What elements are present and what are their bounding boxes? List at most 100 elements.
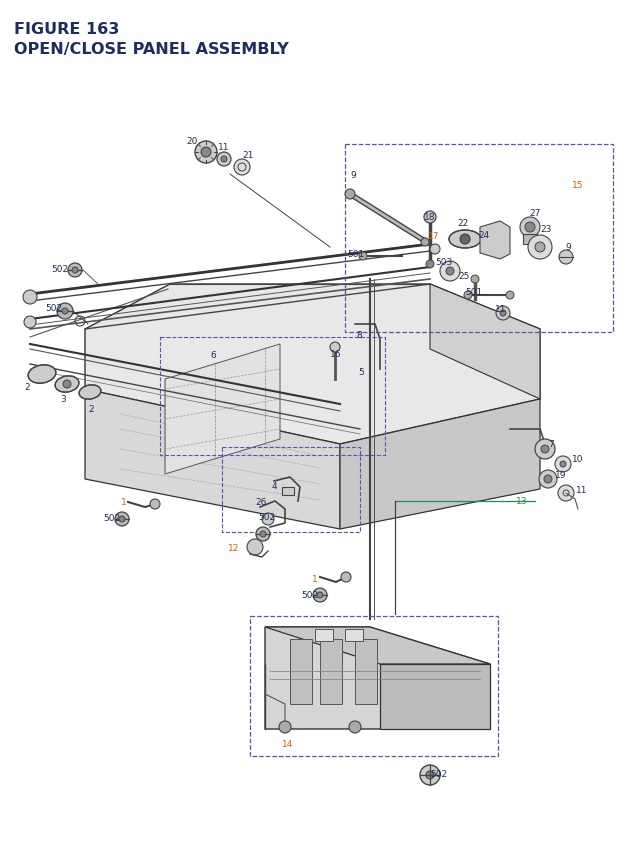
Circle shape: [119, 517, 125, 523]
Text: 502: 502: [301, 591, 318, 600]
Circle shape: [555, 456, 571, 473]
Circle shape: [150, 499, 160, 510]
Ellipse shape: [449, 231, 481, 249]
Ellipse shape: [55, 376, 79, 393]
Text: 22: 22: [457, 220, 468, 228]
Circle shape: [520, 218, 540, 238]
Ellipse shape: [79, 386, 101, 400]
Ellipse shape: [28, 365, 56, 384]
Text: 11: 11: [218, 143, 230, 152]
Circle shape: [460, 235, 470, 245]
Text: 502: 502: [430, 770, 447, 778]
Circle shape: [440, 262, 460, 282]
Circle shape: [421, 238, 429, 247]
Text: 10: 10: [572, 455, 584, 464]
Circle shape: [247, 539, 263, 555]
Circle shape: [201, 148, 211, 158]
Circle shape: [115, 512, 129, 526]
Text: 26: 26: [255, 498, 266, 507]
Circle shape: [341, 573, 351, 582]
Circle shape: [359, 253, 367, 261]
Circle shape: [345, 189, 355, 200]
Text: 27: 27: [529, 209, 540, 218]
Circle shape: [446, 268, 454, 276]
Text: 17: 17: [428, 232, 440, 241]
Circle shape: [535, 243, 545, 253]
Text: 12: 12: [228, 544, 239, 553]
Circle shape: [544, 475, 552, 483]
Text: 20: 20: [187, 138, 198, 146]
Circle shape: [57, 304, 73, 319]
Circle shape: [558, 486, 574, 501]
Circle shape: [528, 236, 552, 260]
Circle shape: [62, 308, 68, 314]
Circle shape: [24, 317, 36, 329]
Text: 502: 502: [51, 265, 68, 274]
Circle shape: [539, 470, 557, 488]
Circle shape: [525, 223, 535, 232]
Circle shape: [426, 261, 434, 269]
Circle shape: [471, 276, 479, 283]
Circle shape: [496, 307, 510, 320]
Bar: [320, 639, 342, 704]
Polygon shape: [480, 222, 510, 260]
Polygon shape: [430, 285, 540, 400]
Polygon shape: [265, 628, 490, 729]
Circle shape: [279, 722, 291, 734]
Text: 4: 4: [272, 482, 278, 491]
Text: 8: 8: [356, 331, 362, 340]
Text: 25: 25: [458, 272, 469, 282]
Text: 11: 11: [495, 305, 506, 314]
Circle shape: [424, 212, 436, 224]
Circle shape: [313, 588, 327, 603]
Text: OPEN/CLOSE PANEL ASSEMBLY: OPEN/CLOSE PANEL ASSEMBLY: [14, 42, 289, 57]
Bar: [222, 448, 360, 532]
Text: 15: 15: [572, 182, 584, 190]
Circle shape: [317, 592, 323, 598]
Circle shape: [262, 513, 274, 525]
Text: 19: 19: [555, 471, 566, 480]
Circle shape: [23, 291, 37, 305]
Circle shape: [500, 311, 506, 317]
Text: 23: 23: [540, 226, 552, 234]
Text: 7: 7: [548, 440, 554, 449]
Text: 24: 24: [478, 232, 489, 240]
Circle shape: [349, 722, 361, 734]
Bar: [355, 639, 377, 704]
Polygon shape: [85, 285, 540, 444]
Text: 9: 9: [565, 243, 571, 252]
Circle shape: [506, 292, 514, 300]
Text: 2: 2: [24, 383, 30, 392]
Text: 2: 2: [88, 405, 93, 414]
Text: 501: 501: [348, 251, 365, 259]
Circle shape: [260, 531, 266, 537]
Text: 18: 18: [424, 214, 435, 222]
Text: 5: 5: [358, 368, 364, 377]
Text: 1: 1: [312, 575, 318, 584]
Text: 14: 14: [282, 740, 293, 748]
Polygon shape: [380, 664, 490, 729]
Circle shape: [63, 381, 71, 388]
Text: 503: 503: [435, 258, 452, 267]
Text: 501: 501: [465, 288, 483, 297]
Text: 13: 13: [516, 497, 527, 506]
Circle shape: [430, 245, 440, 255]
Circle shape: [560, 461, 566, 468]
Text: 21: 21: [242, 151, 253, 159]
Text: 6: 6: [210, 351, 216, 360]
Bar: [160, 338, 385, 455]
Circle shape: [256, 528, 270, 542]
Polygon shape: [340, 400, 540, 530]
Polygon shape: [85, 389, 340, 530]
Text: 502: 502: [258, 513, 275, 522]
Bar: [345, 145, 613, 332]
Text: FIGURE 163: FIGURE 163: [14, 22, 120, 37]
Bar: [290, 639, 312, 704]
Circle shape: [559, 251, 573, 264]
Circle shape: [68, 263, 82, 278]
Circle shape: [221, 157, 227, 163]
Text: 11: 11: [576, 486, 588, 495]
Text: 9: 9: [350, 170, 356, 179]
Circle shape: [535, 439, 555, 460]
Circle shape: [195, 142, 217, 164]
